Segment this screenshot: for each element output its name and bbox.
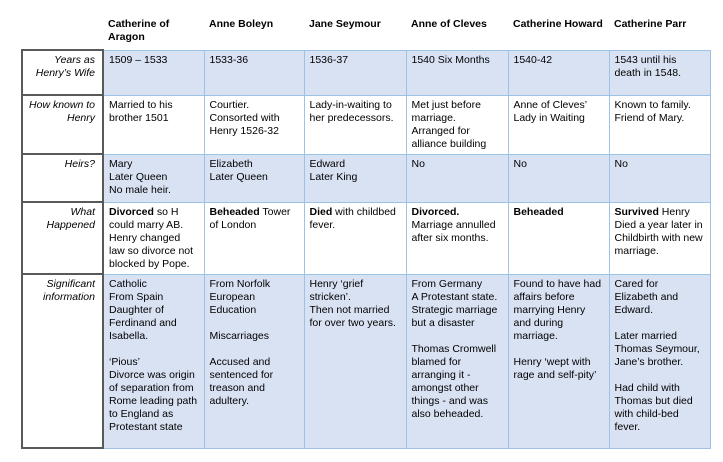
row-label-how-known: How known to Henry xyxy=(21,94,104,155)
cell-text: No xyxy=(513,157,527,170)
table-cell: Courtier. Consorted with Henry 1526-32 xyxy=(203,94,305,155)
column-header-anne-of-cleves: Anne of Cleves xyxy=(406,12,508,50)
cell-bold-text: Divorced. xyxy=(411,205,460,218)
row-label-significant-information: Significant information xyxy=(21,273,104,449)
cell-text: Courtier. Consorted with Henry 1526-32 xyxy=(209,98,280,137)
cell-text: Cared for Elizabeth and Edward. Later ma… xyxy=(614,277,700,433)
cell-text: Elizabeth Later Queen xyxy=(209,157,268,183)
cell-text: Met just before marriage. Arranged for a… xyxy=(411,98,487,150)
table-cell: No xyxy=(405,153,509,203)
cell-text: Marriage annulled after six months. xyxy=(411,218,496,244)
table-cell: 1536-37 xyxy=(303,49,407,96)
table-cell: From Germany A Protestant state. Strateg… xyxy=(405,273,509,449)
column-header-jane-seymour: Jane Seymour xyxy=(304,12,406,50)
row-label-heirs: Heirs? xyxy=(21,153,104,203)
row-significant-information: Significant information Catholic From Sp… xyxy=(21,273,711,449)
table-cell: Beheaded Tower of London xyxy=(203,201,305,275)
column-header-anne-boleyn: Anne Boleyn xyxy=(204,12,304,50)
table-cell: Lady-in-waiting to her predecessors. xyxy=(303,94,407,155)
cell-bold-text: Died xyxy=(309,205,333,218)
table-cell: Mary Later Queen No male heir. xyxy=(102,153,205,203)
cell-bold-text: Survived xyxy=(614,205,659,218)
table-cell: No xyxy=(507,153,610,203)
cell-text: Mary Later Queen No male heir. xyxy=(109,157,171,196)
cell-text: 1540 Six Months xyxy=(411,53,490,66)
cell-bold-text: Beheaded xyxy=(209,205,260,218)
row-how-known-to-henry: How known to Henry Married to his brothe… xyxy=(21,94,711,155)
cell-text: No xyxy=(614,157,628,170)
table-cell: 1533-36 xyxy=(203,49,305,96)
cell-text: Tower of London xyxy=(209,205,291,231)
table-cell: Known to family. Friend of Mary. xyxy=(608,94,711,155)
column-header-catherine-parr: Catherine Parr xyxy=(609,12,710,50)
cell-text: with childbed fever. xyxy=(309,205,396,231)
column-header-catherine-howard: Catherine Howard xyxy=(508,12,609,50)
table-cell: From Norfolk European Education Miscarri… xyxy=(203,273,305,449)
table-cell: 1543 until his death in 1548. xyxy=(608,49,711,96)
cell-text: Found to have had affairs before marryin… xyxy=(513,277,602,381)
cell-text: Henry Died a year later in Childbirth wi… xyxy=(614,205,703,257)
table-cell: Divorced so H could marry AB. Henry chan… xyxy=(102,201,205,275)
cell-text: No xyxy=(411,157,425,170)
table-cell: Elizabeth Later Queen xyxy=(203,153,305,203)
cell-text: Catholic From Spain Daughter of Ferdinan… xyxy=(109,277,198,433)
row-label-years: Years as Henry’s Wife xyxy=(21,49,104,96)
cell-text: 1540-42 xyxy=(513,53,553,66)
table-cell: Catholic From Spain Daughter of Ferdinan… xyxy=(102,273,205,449)
table-cell: Found to have had affairs before marryin… xyxy=(507,273,610,449)
column-header-catherine-of-aragon: Catherine of Aragon xyxy=(103,12,204,50)
cell-text: Married to his brother 1501 xyxy=(109,98,173,124)
table-cell: Divorced. Marriage annulled after six mo… xyxy=(405,201,509,275)
cell-text: Known to family. Friend of Mary. xyxy=(614,98,691,124)
table-cell: 1540-42 xyxy=(507,49,610,96)
table-cell: Anne of Cleves’ Lady in Waiting xyxy=(507,94,610,155)
table-cell: Edward Later King xyxy=(303,153,407,203)
table-cell: Beheaded xyxy=(507,201,610,275)
cell-text: Edward Later King xyxy=(309,157,358,183)
cell-text: 1543 until his death in 1548. xyxy=(614,53,682,79)
header-row: Catherine of Aragon Anne Boleyn Jane Sey… xyxy=(22,12,710,50)
row-what-happened: What Happened Divorced so H could marry … xyxy=(21,201,711,275)
cell-text: From Germany A Protestant state. Strateg… xyxy=(411,277,498,420)
table-cell: Married to his brother 1501 xyxy=(102,94,205,155)
cell-text: Henry ‘grief stricken’. Then not married… xyxy=(309,277,396,329)
cell-text: 1536-37 xyxy=(309,53,349,66)
table-cell: Cared for Elizabeth and Edward. Later ma… xyxy=(608,273,711,449)
table-cell: Henry ‘grief stricken’. Then not married… xyxy=(303,273,407,449)
cell-bold-text: Beheaded xyxy=(513,205,564,218)
cell-text: Anne of Cleves’ Lady in Waiting xyxy=(513,98,587,124)
table-cell: Survived Henry Died a year later in Chil… xyxy=(608,201,711,275)
row-label-what-happened: What Happened xyxy=(21,201,104,275)
table-cell: Died with childbed fever. xyxy=(303,201,407,275)
cell-bold-text: Divorced xyxy=(109,205,154,218)
table-cell: Met just before marriage. Arranged for a… xyxy=(405,94,509,155)
table-cell: 1509 – 1533 xyxy=(102,49,205,96)
row-heirs: Heirs? Mary Later Queen No male heir. El… xyxy=(21,153,711,203)
table-cell: No xyxy=(608,153,711,203)
corner-header xyxy=(22,12,103,50)
wives-comparison-table: Catherine of Aragon Anne Boleyn Jane Sey… xyxy=(21,12,711,449)
cell-text: so H could marry AB. Henry changed law s… xyxy=(109,205,194,270)
cell-text: From Norfolk European Education Miscarri… xyxy=(209,277,274,407)
table-cell: 1540 Six Months xyxy=(405,49,509,96)
cell-text: Lady-in-waiting to her predecessors. xyxy=(309,98,394,124)
row-years-as-henrys-wife: Years as Henry’s Wife 1509 – 1533 1533-3… xyxy=(21,49,711,96)
cell-text: 1509 – 1533 xyxy=(109,53,168,66)
cell-text: 1533-36 xyxy=(209,53,249,66)
